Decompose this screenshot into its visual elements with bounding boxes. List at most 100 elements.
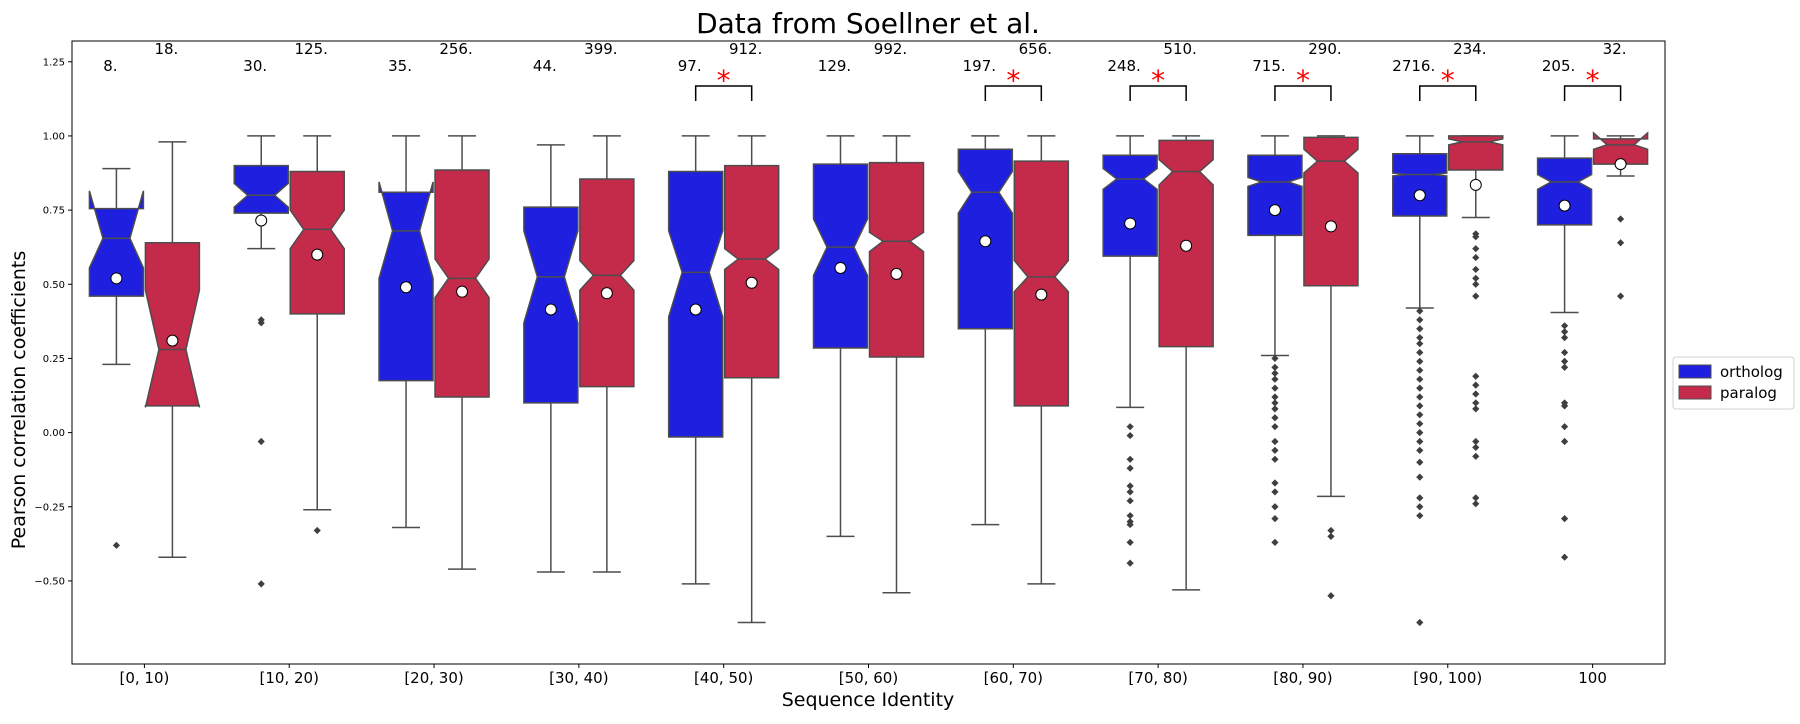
outlier-point [1271,515,1279,523]
outlier-point [1472,437,1480,446]
outlier-point [1271,375,1279,383]
outlier-point [1126,559,1134,567]
outlier-point [1126,482,1134,490]
outlier-point [1416,512,1424,520]
y-tick-label: 1.25 [43,57,65,68]
outlier-point [1416,348,1424,357]
outlier-point [1416,384,1424,392]
y-tick-label: 0.00 [43,428,65,439]
chart-title: Data from Soellner et al. [696,7,1040,40]
legend: ortholog paralog [1672,356,1795,410]
outlier-point [1271,479,1279,487]
outlier-point [1560,357,1569,365]
outlier-point [1126,464,1134,472]
outlier-point [1416,366,1424,374]
significance-marker: * [717,64,731,97]
outlier-point [1472,265,1480,274]
outlier-point [1472,292,1480,300]
outlier-point [1472,494,1480,502]
significance-marker: * [1296,64,1310,97]
count-label: 8. [103,57,117,75]
x-tick-label: [50, 60) [839,669,898,687]
outlier-point [1126,423,1134,431]
outlier-point [1472,245,1480,253]
outlier-point [1271,423,1279,431]
outlier-point [1327,526,1335,535]
outlier-point [1560,437,1569,446]
legend-swatch-paralog [1678,385,1712,400]
significance-bracket [1419,85,1477,101]
significance-bracket [1129,85,1187,101]
outlier-point [1472,405,1480,413]
box-ortholog [1247,154,1303,237]
outlier-point [1472,452,1480,460]
box-paralog [434,169,490,398]
outlier-point [1560,322,1569,330]
x-tick-label: [0, 10) [119,669,169,687]
outlier-point [1126,520,1134,529]
outlier-point [1271,455,1279,463]
outlier-point [1126,538,1134,546]
y-tick-label: −0.25 [34,502,65,513]
mean-marker [166,334,179,347]
box-ortholog [1392,152,1448,217]
box-paralog [1303,136,1359,287]
y-tick-label: −0.50 [34,576,65,587]
outlier-point [1271,538,1279,546]
outlier-point [1616,292,1625,300]
outlier-point [1327,592,1335,600]
y-tick-label: 0.50 [43,280,65,291]
x-tick-label: [10, 20) [260,669,319,687]
mean-marker [1035,288,1048,301]
outlier-point [1416,503,1424,511]
box-ortholog [1102,154,1158,257]
count-label: 32. [1603,40,1627,58]
plot-area: −0.50 −0.25 0.00 0.25 0.50 0.75 1.00 1.25 [0, 10… [34,40,1666,687]
mean-marker [1469,178,1482,191]
outlier-point [1126,431,1134,440]
outlier-point [1472,443,1480,452]
outlier-point [1416,446,1424,454]
x-tick-label: [60, 70) [984,669,1043,687]
significance-marker: * [1151,64,1165,97]
outlier-point [1472,500,1480,508]
outlier-point [1416,307,1424,315]
mean-marker [110,272,123,285]
significance-marker: * [1006,64,1020,97]
mean-marker [1413,189,1426,202]
outlier-point [1416,420,1424,428]
mean-marker [1614,158,1627,171]
count-label: 205. [1542,57,1575,75]
outlier-point [1416,429,1424,437]
mean-marker [1558,199,1571,212]
outlier-point [313,526,321,535]
box-ortholog [812,163,869,349]
outlier-point [1271,393,1279,401]
legend-label-paralog: paralog [1720,384,1777,402]
outlier-point [1126,497,1134,505]
outlier-point [1416,375,1424,383]
outlier-point [1126,488,1134,496]
outlier-point [1616,239,1625,247]
outlier-point [1416,402,1424,410]
outlier-point [1327,532,1335,541]
outlier-point [1416,411,1424,419]
x-tick-label: [30, 40) [549,669,608,687]
count-label: 510. [1163,40,1196,58]
mean-marker [745,276,758,289]
box-ortholog [1536,157,1593,226]
x-axis-label: Sequence Identity [782,689,955,711]
outlier-point [1416,393,1424,401]
count-label: 992. [874,40,907,58]
outlier-point [1271,405,1279,413]
plot-frame [71,40,1666,665]
count-label: 30. [243,57,267,75]
significance-marker: * [1441,64,1455,97]
mean-marker [979,235,992,248]
box-paralog [579,178,635,388]
count-label: 2716. [1392,57,1435,75]
significance-bracket [1274,85,1332,101]
mean-marker [1324,220,1337,233]
x-tick-label: [70, 80) [1128,669,1187,687]
